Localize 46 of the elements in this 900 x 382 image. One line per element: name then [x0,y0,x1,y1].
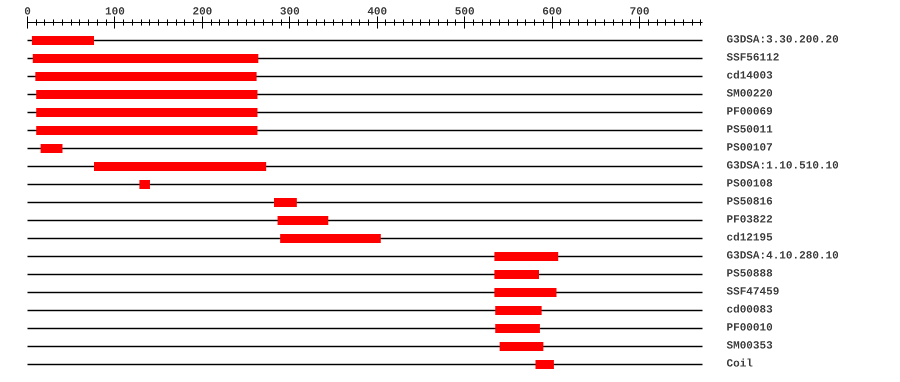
bar [494,252,558,261]
y-tick-label: PF00010 [726,322,773,334]
y-tick-label: PS00107 [726,142,773,154]
bar [35,72,257,81]
y-tick-label: PF03822 [726,214,773,226]
x-tick-label: 500 [454,6,475,18]
bar [280,234,381,243]
bar [494,270,539,279]
y-tick-label: G3DSA:3.30.200.20 [726,34,839,46]
x-tick-label: 100 [105,6,125,18]
x-tick-label: 300 [280,6,300,18]
bar [536,360,554,369]
y-tick-label: G3DSA:1.10.510.10 [726,160,839,172]
x-tick-label: 200 [192,6,212,18]
y-tick-label: PF00069 [726,106,773,118]
y-tick-label: SM00220 [726,88,773,100]
y-tick-label: PS50011 [726,124,774,136]
bar [274,198,297,207]
y-tick-label: cd00083 [726,304,774,316]
y-tick-label: PS50888 [726,268,774,280]
bar [494,288,556,297]
bar [32,54,258,63]
bar [139,180,150,189]
bar [36,90,258,99]
x-tick-label: 700 [630,6,650,18]
bar [32,36,94,45]
y-tick-label: SM00353 [726,340,774,352]
bar [500,342,544,351]
x-tick-label: 600 [542,6,562,18]
y-tick-label: G3DSA:4.10.280.10 [726,250,839,262]
bar [495,306,542,315]
bar [495,324,540,333]
y-tick-label: PS00108 [726,178,774,190]
y-tick-label: Coil [726,358,754,370]
y-tick-label: cd14003 [726,70,774,82]
y-tick-label: PS50816 [726,196,773,208]
bar [40,144,62,153]
bar [36,108,258,117]
y-tick-label: SSF56112 [726,52,780,64]
y-tick-label: SSF47459 [726,286,780,298]
x-tick-label: 400 [367,6,388,18]
bar [94,162,266,171]
bar [36,126,258,135]
x-tick-label: 0 [24,6,31,18]
y-tick-label: cd12195 [726,232,774,244]
bar [278,216,328,225]
